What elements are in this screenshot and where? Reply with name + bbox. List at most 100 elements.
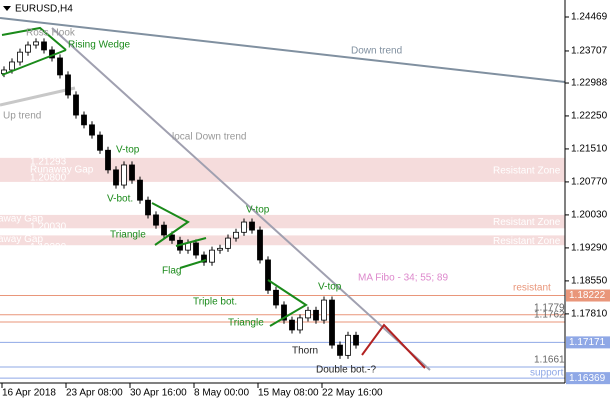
price-label: 1.16369: [569, 373, 606, 384]
candle-body: [145, 199, 151, 216]
annotation: support: [530, 368, 564, 379]
candle-body: [217, 247, 223, 251]
annotation: V-top: [246, 205, 270, 216]
annotation: Triple bot.: [193, 297, 237, 308]
annotation: Flag: [162, 266, 181, 277]
zone-note: away Gap: [0, 234, 43, 245]
candle-body: [105, 149, 111, 171]
flag-lower: [179, 259, 207, 269]
triangle-1: [151, 202, 190, 246]
zone-label: Resistant Zone: [493, 166, 561, 177]
candle-body: [25, 44, 31, 53]
annotation: MA Fibo - 34; 55; 89: [358, 273, 448, 284]
price-label-box: [566, 336, 610, 349]
candle-body: [97, 134, 103, 151]
y-tick-label: 1.20770: [571, 177, 608, 188]
candle-body: [265, 259, 271, 291]
axes: 1.18222 1.17171 1.16369 1.24469 1.23707 1.229…: [1, 12, 610, 399]
symbol-menu-icon[interactable]: [3, 6, 11, 11]
zone-note: 1.20030: [30, 222, 67, 233]
candle-body: [41, 41, 47, 51]
candle-body: [273, 289, 279, 306]
annotation: Up trend: [3, 111, 41, 122]
annotation: Down trend: [351, 46, 402, 57]
up-trend-line: [0, 86, 76, 107]
flag-upper: [175, 237, 207, 247]
zone-note: away Gap: [0, 214, 43, 225]
y-tick-label: 1.21510: [571, 144, 608, 155]
y-tick-label: 1.22250: [571, 111, 608, 122]
y-tick-label: 1.24469: [571, 12, 608, 23]
candle-body: [249, 221, 255, 231]
annotation: Triangle: [228, 318, 264, 329]
candle-body: [33, 41, 39, 46]
candle-body: [9, 61, 15, 71]
candle-body: [313, 309, 319, 321]
resistant-zone: [0, 214, 565, 229]
candle-body: [57, 57, 63, 76]
zone-note: 1.21293: [30, 156, 67, 167]
price-label-box: [566, 372, 610, 385]
candle-body: [193, 242, 199, 256]
y-tick-label: 1.22988: [571, 78, 608, 89]
x-tick-label: 16 Apr 2018: [2, 388, 56, 399]
candle-body: [73, 94, 79, 116]
rising-wedge-lower: [1, 49, 67, 76]
zone-label: Resistant Zone: [493, 217, 561, 228]
candle-body: [321, 299, 327, 321]
candle-body: [65, 74, 71, 96]
candle-body: [257, 229, 263, 261]
annotation: Ross Hook: [26, 28, 76, 39]
level-label: 1.17628: [534, 310, 571, 321]
candle-body: [289, 319, 295, 331]
candle-body: [297, 317, 303, 331]
candle-body: [129, 164, 135, 181]
annotation: local Down trend: [172, 132, 246, 143]
zone-note: 1.19390: [30, 242, 67, 253]
candle-body: [17, 51, 23, 63]
candle-body: [113, 169, 119, 186]
level-label: 1.16618: [534, 355, 571, 366]
y-tick-label: 1.23707: [571, 46, 608, 57]
candle-body: [161, 224, 167, 236]
y-tick-label: 1.18550: [571, 276, 608, 287]
candle-body: [137, 179, 143, 201]
annotation: V-top: [116, 145, 140, 156]
annotation: resistant: [513, 283, 551, 294]
zone-note: 1.19343: [30, 250, 67, 261]
x-tick-label: 15 May 08:00: [258, 388, 319, 399]
annotation: V-top: [318, 282, 342, 293]
trend-lines: [0, 17, 566, 371]
y-tick-label: 1.20030: [571, 210, 608, 221]
patterns: [1, 26, 308, 327]
candle-body: [169, 234, 175, 241]
annotation: V-bot.: [107, 194, 133, 205]
zone-note: 1.20800: [30, 172, 67, 183]
candle-body: [201, 254, 207, 263]
y-tick-label: 1.17810: [571, 309, 608, 320]
candle-body: [209, 249, 215, 263]
price-label: 1.17171: [569, 337, 606, 348]
candle-body: [241, 221, 247, 233]
candles: [1, 38, 359, 359]
candle-body: [89, 124, 95, 136]
level-label: 1.17792: [534, 302, 571, 313]
resistant-zone: [0, 157, 565, 182]
candle-body: [281, 304, 287, 321]
zone-note: Runaway Gap: [30, 164, 94, 175]
zone-label: Resistant Zone: [493, 236, 561, 247]
x-tick-label: 22 May 16:00: [322, 388, 383, 399]
rising-wedge-upper: [1, 26, 67, 51]
candle-body: [225, 237, 231, 249]
x-tick-label: 30 Apr 16:00: [130, 388, 187, 399]
candle-body: [353, 334, 359, 346]
annotation: Thorn: [292, 346, 318, 357]
resistant-zone: [0, 235, 565, 246]
annotation: Double bot.-?: [316, 365, 376, 376]
price-label: 1.18222: [569, 290, 606, 301]
